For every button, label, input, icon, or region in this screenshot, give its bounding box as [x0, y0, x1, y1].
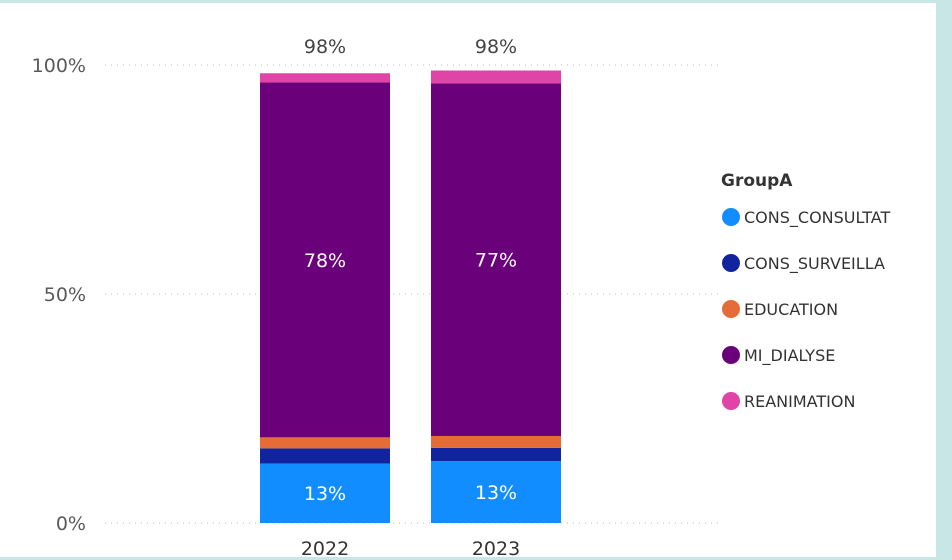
total-label: 98% [304, 36, 346, 58]
legend-label: REANIMATION [744, 392, 855, 411]
legend-label: EDUCATION [744, 300, 838, 319]
legend-label: CONS_SURVEILLA [744, 254, 885, 274]
data-label: 77% [475, 250, 517, 272]
legend-marker[interactable] [722, 208, 740, 226]
legend-marker[interactable] [722, 300, 740, 318]
bar-segment-education[interactable] [260, 437, 390, 449]
gridlines [105, 64, 720, 524]
bar-segment-cons-consultat[interactable] [431, 461, 561, 523]
y-tick-label: 100% [32, 55, 86, 77]
data-label: 13% [304, 483, 346, 505]
bar-segment-cons-surveilla[interactable] [431, 447, 561, 462]
x-tick-label: 2023 [472, 538, 520, 560]
x-axis: 2022 2023 [301, 538, 520, 560]
legend-marker[interactable] [722, 392, 740, 410]
total-label: 98% [475, 36, 517, 58]
legend-title: GroupA [721, 171, 793, 191]
bar-segment-mi-dialyse[interactable] [260, 82, 390, 438]
bar-segment-education[interactable] [431, 435, 561, 448]
bar-segment-reanimation[interactable] [260, 73, 390, 83]
x-tick-label: 2022 [301, 538, 349, 560]
y-axis: 0% 50% 100% [32, 55, 86, 535]
y-tick-label: 0% [56, 513, 86, 535]
y-tick-label: 50% [44, 284, 86, 306]
legend-label: CONS_CONSULTAT [744, 208, 890, 228]
data-label: 13% [475, 482, 517, 504]
legend-label: MI_DIALYSE [744, 346, 835, 366]
bar-segment-cons-consultat[interactable] [260, 463, 390, 523]
legend: GroupA CONS_CONSULTAT CONS_SURVEILLA EDUCAT… [721, 171, 890, 411]
bar-segment-cons-surveilla[interactable] [260, 448, 390, 464]
legend-marker[interactable] [722, 254, 740, 272]
data-label: 78% [304, 250, 346, 272]
bar-segment-reanimation[interactable] [431, 70, 561, 84]
bars: 13% 13% 78% 77% 98% 98% [260, 36, 561, 523]
legend-marker[interactable] [722, 346, 740, 364]
stacked-bar-chart: 0% 50% 100% 13% 13% 78% 77% 98% 98% 2022 2023 Gr… [32, 36, 891, 560]
bar-segment-mi-dialyse[interactable] [431, 83, 561, 436]
